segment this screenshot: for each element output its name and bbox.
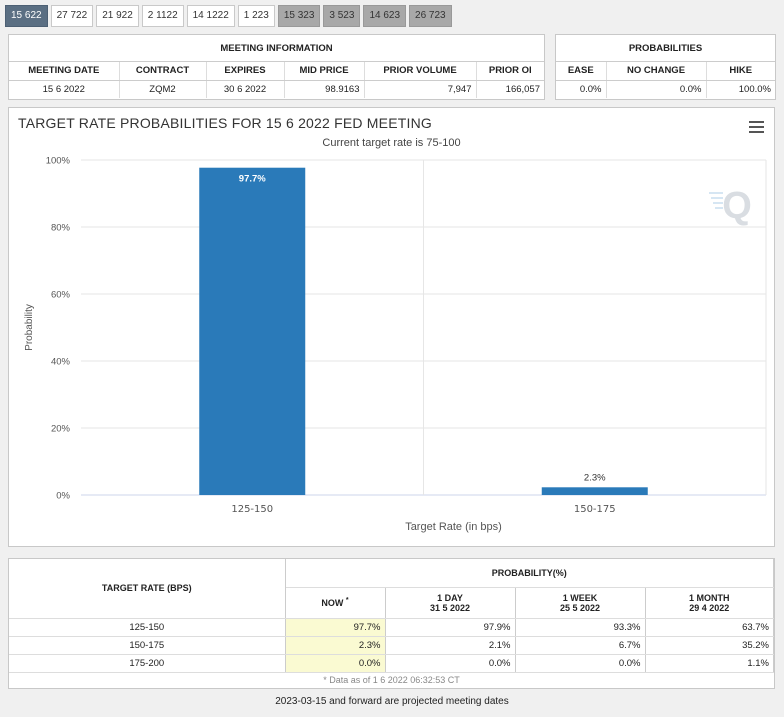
bar-data-label: 97.7%: [239, 174, 266, 185]
meeting-date-header: MEETING DATE: [9, 62, 120, 81]
prior-oi-value: 166,057: [505, 83, 540, 95]
no-change-value: 0.0%: [606, 80, 707, 98]
tab-meeting-date[interactable]: 21 922: [96, 5, 139, 27]
x-tick-label: 150-175: [574, 504, 616, 515]
one-month-column-header: 1 MONTH 29 4 2022: [645, 587, 774, 619]
ease-header: EASE: [556, 62, 607, 81]
tab-meeting-date[interactable]: 27 722: [50, 5, 94, 27]
one-week-probability-cell: 0.0%: [515, 654, 646, 673]
no-change-header: NO CHANGE: [606, 62, 707, 81]
one-day-column-header: 1 DAY 31 5 2022: [385, 587, 516, 619]
meeting-date-value: 15 6 2022: [9, 80, 120, 98]
hamburger-menu-icon[interactable]: [749, 121, 764, 133]
one-month-probability-cell: 63.7%: [645, 618, 774, 637]
projected-dates-note: 2023-03-15 and forward are projected mee…: [275, 696, 509, 707]
meeting-information-panel: MEETING INFORMATION MEETING DATE CONTRAC…: [8, 34, 545, 100]
bar-chart: 0% 20% 40% 60% 80% 100% 97.7% 125-150 2.3% 150-17…: [24, 156, 767, 533]
now-probability-cell: 97.7%: [285, 618, 386, 637]
chart-title: TARGET RATE PROBABILITIES FOR 15 6 2022 …: [18, 115, 432, 131]
table-row: 125-150 97.7% 97.9% 93.3% 63.7%: [9, 618, 774, 637]
tab-meeting-date[interactable]: 2 1122: [141, 5, 184, 27]
prior-oi-header: PRIOR OI: [476, 62, 544, 81]
tab-meeting-date[interactable]: 3 523: [323, 5, 361, 27]
now-probability-cell: 2.3%: [285, 636, 386, 655]
tab-meeting-date[interactable]: 14 623: [363, 5, 407, 27]
target-rate-cell: 175-200: [9, 654, 286, 673]
tab-meeting-date[interactable]: 1 223: [237, 5, 275, 27]
hike-header: HIKE: [706, 62, 775, 81]
meeting-date-tabs: 15 622 27 722 21 922 2 1122 14 1222 1 22…: [5, 5, 452, 27]
bar: [199, 167, 306, 495]
target-rate-cell: 125-150: [9, 618, 286, 637]
bar: [541, 487, 648, 495]
y-tick-label: 0%: [56, 491, 70, 502]
meeting-information-title: MEETING INFORMATION: [9, 35, 544, 62]
expires-header: EXPIRES: [206, 62, 285, 81]
now-column-header: NOW *: [285, 587, 386, 619]
contract-value: ZQM2: [119, 80, 207, 98]
target-rate-cell: 150-175: [9, 636, 286, 655]
one-day-probability-cell: 0.0%: [385, 654, 516, 673]
one-day-probability-cell: 97.9%: [385, 618, 516, 637]
watermark-logo: Q: [722, 185, 752, 227]
mid-price-value: 98.9163: [284, 80, 365, 98]
table-row: 175-200 0.0% 0.0% 0.0% 1.1%: [9, 654, 774, 673]
tab-meeting-date[interactable]: 26 723: [409, 5, 452, 27]
hike-value: 100.0%: [738, 83, 771, 95]
target-rate-probability-table: TARGET RATE (BPS) PROBABILITY(%) NOW * 1…: [8, 558, 775, 689]
probability-header: PROBABILITY(%): [285, 559, 774, 588]
y-axis-label: Probability: [24, 304, 35, 351]
ease-value: 0.0%: [556, 80, 607, 98]
tab-meeting-date[interactable]: 15 622: [5, 5, 48, 27]
chart-panel: 0% 20% 40% 60% 80% 100% 97.7% 125-150 2.3% 150-17…: [8, 107, 775, 547]
data-timestamp-footnote: * Data as of 1 6 2022 06:32:53 CT: [323, 674, 460, 685]
y-tick-label: 40%: [51, 357, 71, 368]
y-tick-label: 100%: [46, 156, 71, 167]
prior-volume-value: 7,947: [364, 80, 477, 98]
tab-meeting-date[interactable]: 15 323: [277, 5, 321, 27]
y-tick-label: 60%: [51, 290, 71, 301]
chart-subtitle: Current target rate is 75-100: [322, 137, 461, 149]
expires-value: 30 6 2022: [206, 80, 285, 98]
one-month-probability-cell: 1.1%: [645, 654, 774, 673]
table-row: 150-175 2.3% 2.1% 6.7% 35.2%: [9, 636, 774, 655]
prior-volume-header: PRIOR VOLUME: [364, 62, 477, 81]
x-axis-label: Target Rate (in bps): [405, 521, 502, 533]
probabilities-title: PROBABILITIES: [556, 35, 775, 62]
y-tick-label: 80%: [51, 223, 71, 234]
one-week-probability-cell: 93.3%: [515, 618, 646, 637]
bar-data-label: 2.3%: [584, 472, 606, 483]
one-week-column-header: 1 WEEK 25 5 2022: [515, 587, 646, 619]
y-tick-label: 20%: [51, 424, 71, 435]
one-week-probability-cell: 6.7%: [515, 636, 646, 655]
now-probability-cell: 0.0%: [285, 654, 386, 673]
probabilities-panel: PROBABILITIES EASE NO CHANGE HIKE 0.0% 0…: [555, 34, 776, 100]
contract-header: CONTRACT: [119, 62, 207, 81]
target-rate-header: TARGET RATE (BPS): [9, 559, 286, 619]
x-tick-label: 125-150: [231, 504, 273, 515]
one-month-probability-cell: 35.2%: [645, 636, 774, 655]
mid-price-header: MID PRICE: [284, 62, 365, 81]
one-day-probability-cell: 2.1%: [385, 636, 516, 655]
tab-meeting-date[interactable]: 14 1222: [186, 5, 235, 27]
